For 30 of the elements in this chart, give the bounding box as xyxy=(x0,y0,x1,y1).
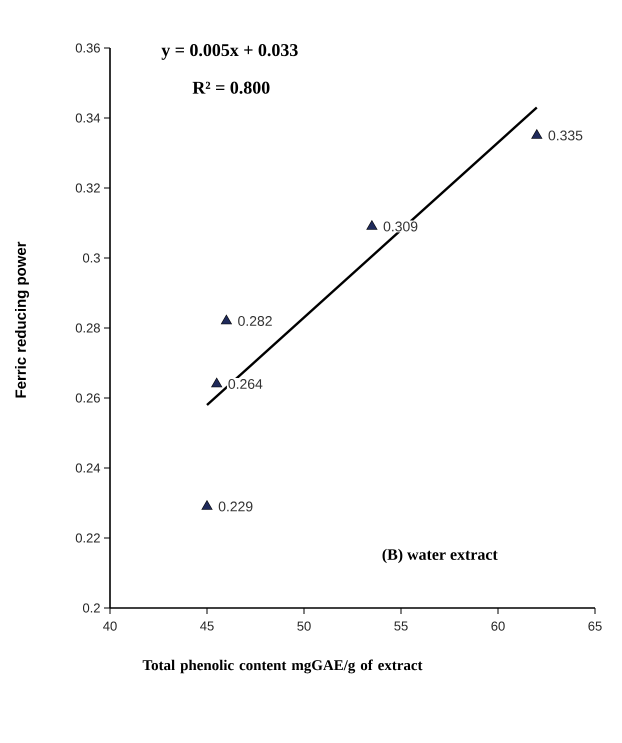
y-tick-label: 0.2 xyxy=(82,603,100,613)
point xyxy=(211,378,222,388)
y-tick-label: 0.22 xyxy=(76,533,100,543)
data-label: 0.264 xyxy=(228,379,262,389)
x-tick-label: 40 xyxy=(103,622,117,631)
annotation: y = 0.005x + 0.033 xyxy=(161,44,298,60)
point xyxy=(220,314,232,324)
data-label: 0.309 xyxy=(384,222,418,232)
x-tick-label: 55 xyxy=(394,622,408,631)
x-tick-label: 65 xyxy=(588,622,602,631)
data-label: 0.335 xyxy=(548,130,582,140)
point xyxy=(202,500,212,510)
x-tick-label: 50 xyxy=(297,622,311,631)
x-tick-label: 60 xyxy=(491,622,505,631)
data-label: 0.282 xyxy=(238,316,272,326)
y-axis-title: Ferric reducing power xyxy=(15,242,30,398)
y-tick-label: 0.3 xyxy=(82,253,100,263)
x-tick-label: 45 xyxy=(200,622,214,631)
point xyxy=(366,220,378,230)
data-label: 0.229 xyxy=(218,502,252,512)
y-tick-label: 0.32 xyxy=(76,183,100,193)
y-tick-label: 0.26 xyxy=(76,393,100,403)
y-tick-label: 0.28 xyxy=(76,323,100,333)
y-tick-label: 0.34 xyxy=(76,113,100,123)
x-axis-title: Total phenolic content mgGAE/g of extract xyxy=(142,660,422,674)
annotation: (B) water extract xyxy=(382,548,498,564)
annotation: R² = 0.800 xyxy=(192,82,270,94)
y-tick-label: 0.36 xyxy=(76,43,100,53)
point xyxy=(531,129,542,139)
y-tick-label: 0.24 xyxy=(76,463,100,473)
